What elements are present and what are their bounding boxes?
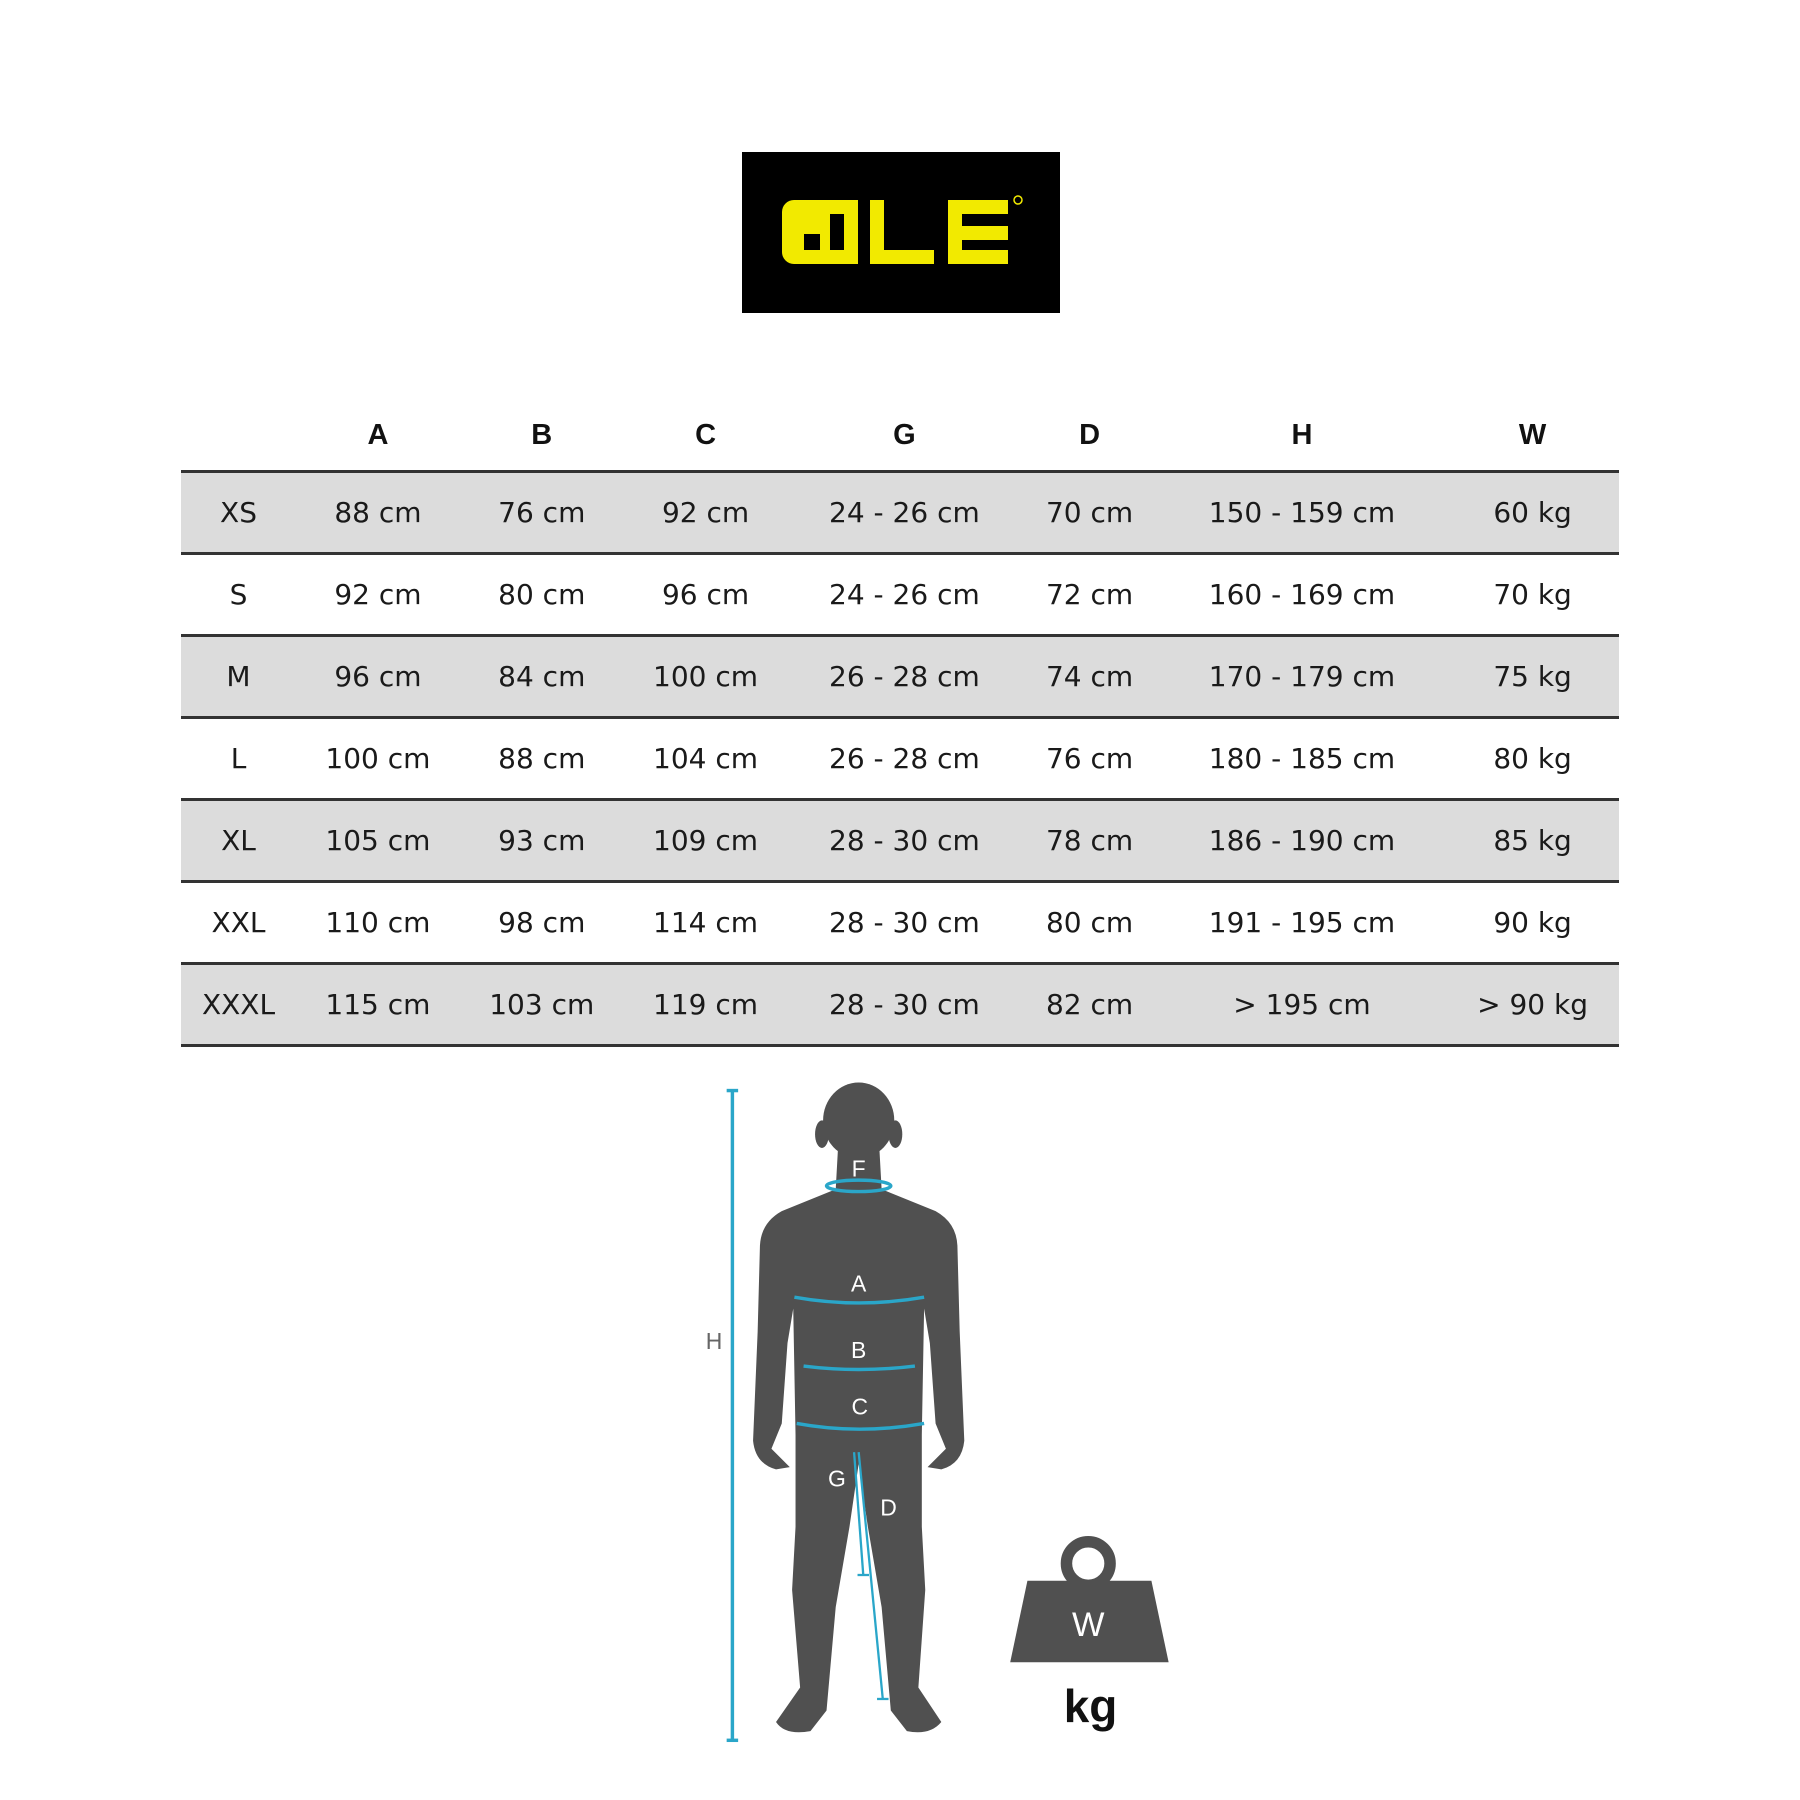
cell-c: 104 cm — [623, 717, 788, 801]
cell-w: > 90 kg — [1446, 963, 1619, 1047]
column-header-g: G — [787, 400, 1022, 473]
cell-a: 100 cm — [296, 717, 460, 801]
cell-g: 24 - 26 cm — [787, 471, 1022, 555]
cell-a: 105 cm — [296, 799, 460, 883]
size-cell: XL — [181, 799, 297, 883]
table-row: XS 88 cm 76 cm 92 cm 24 - 26 cm 70 cm 150 - 15… — [181, 471, 1619, 555]
size-cell: XS — [181, 471, 297, 555]
cell-d: 74 cm — [1021, 635, 1158, 719]
cell-b: 88 cm — [459, 717, 624, 801]
column-header-size — [181, 400, 297, 473]
weight-unit: kg — [1064, 1680, 1118, 1732]
cell-a: 88 cm — [296, 471, 460, 555]
cell-b: 84 cm — [459, 635, 624, 719]
cell-b: 76 cm — [459, 471, 624, 555]
inseam-measure-line — [857, 1452, 884, 1700]
cell-c: 119 cm — [623, 963, 788, 1047]
label-b: B — [851, 1337, 866, 1363]
cell-d: 82 cm — [1021, 963, 1158, 1047]
table-row: XXL 110 cm 98 cm 114 cm 28 - 30 cm 80 cm 191 -… — [181, 881, 1619, 965]
cell-g: 28 - 30 cm — [787, 881, 1022, 965]
column-header-d: D — [1021, 400, 1158, 473]
label-h: H — [706, 1328, 723, 1354]
cell-c: 96 cm — [623, 553, 788, 637]
cell-b: 93 cm — [459, 799, 624, 883]
ale-logo — [742, 152, 1060, 313]
waist-measure-line — [803, 1364, 916, 1372]
cell-d: 78 cm — [1021, 799, 1158, 883]
table-row: L 100 cm 88 cm 104 cm 26 - 28 cm 76 cm 180 - 1… — [181, 717, 1619, 801]
cell-d: 72 cm — [1021, 553, 1158, 637]
cell-h: 160 - 169 cm — [1157, 553, 1447, 637]
cell-w: 85 kg — [1446, 799, 1619, 883]
cell-a: 92 cm — [296, 553, 460, 637]
neck-measure-line — [824, 1178, 893, 1194]
column-header-c: C — [623, 400, 788, 473]
cell-w: 75 kg — [1446, 635, 1619, 719]
cell-w: 90 kg — [1446, 881, 1619, 965]
chest-measure-line — [794, 1295, 925, 1305]
cell-c: 109 cm — [623, 799, 788, 883]
table-row: XL 105 cm 93 cm 109 cm 28 - 30 cm 78 cm 186 - … — [181, 799, 1619, 883]
column-header-b: B — [459, 400, 624, 473]
weight-label: W — [1072, 1606, 1105, 1644]
cell-g: 28 - 30 cm — [787, 963, 1022, 1047]
cell-h: 170 - 179 cm — [1157, 635, 1447, 719]
cell-h: 150 - 159 cm — [1157, 471, 1447, 555]
label-f: F — [852, 1156, 866, 1182]
cell-b: 103 cm — [459, 963, 624, 1047]
cell-w: 60 kg — [1446, 471, 1619, 555]
size-cell: M — [181, 635, 297, 719]
hip-measure-line — [796, 1421, 925, 1431]
cell-c: 92 cm — [623, 471, 788, 555]
label-c: C — [852, 1393, 869, 1419]
label-g: G — [828, 1466, 846, 1492]
cell-b: 98 cm — [459, 881, 624, 965]
size-cell: S — [181, 553, 297, 637]
size-cell: L — [181, 717, 297, 801]
cell-w: 80 kg — [1446, 717, 1619, 801]
table-row: M 96 cm 84 cm 100 cm 26 - 28 cm 74 cm 170 - 17… — [181, 635, 1619, 719]
table-row: S 92 cm 80 cm 96 cm 24 - 26 cm 72 cm 160 - 169… — [181, 553, 1619, 637]
cell-h: 180 - 185 cm — [1157, 717, 1447, 801]
cell-d: 76 cm — [1021, 717, 1158, 801]
size-cell: XXL — [181, 881, 297, 965]
label-a: A — [851, 1270, 867, 1296]
g-measure-line — [852, 1452, 865, 1576]
table-row: XXXL 115 cm 103 cm 119 cm 28 - 30 cm 82 cm > 1… — [181, 963, 1619, 1047]
body-silhouette-icon — [753, 1082, 965, 1733]
column-header-h: H — [1157, 400, 1447, 473]
cell-g: 26 - 28 cm — [787, 717, 1022, 801]
cell-g: 26 - 28 cm — [787, 635, 1022, 719]
cell-c: 114 cm — [623, 881, 788, 965]
cell-h: > 195 cm — [1157, 963, 1447, 1047]
label-d: D — [880, 1494, 897, 1520]
cell-d: 80 cm — [1021, 881, 1158, 965]
column-header-w: W — [1446, 400, 1619, 473]
cell-h: 186 - 190 cm — [1157, 799, 1447, 883]
cell-g: 24 - 26 cm — [787, 553, 1022, 637]
cell-g: 28 - 30 cm — [787, 799, 1022, 883]
cell-c: 100 cm — [623, 635, 788, 719]
cell-d: 70 cm — [1021, 471, 1158, 555]
size-cell: XXXL — [181, 963, 297, 1047]
weight-icon: W — [1010, 1535, 1169, 1663]
cell-w: 70 kg — [1446, 553, 1619, 637]
column-header-a: A — [296, 400, 460, 473]
cell-a: 110 cm — [296, 881, 460, 965]
cell-b: 80 cm — [459, 553, 624, 637]
cell-a: 115 cm — [296, 963, 460, 1047]
cell-h: 191 - 195 cm — [1157, 881, 1447, 965]
cell-a: 96 cm — [296, 635, 460, 719]
